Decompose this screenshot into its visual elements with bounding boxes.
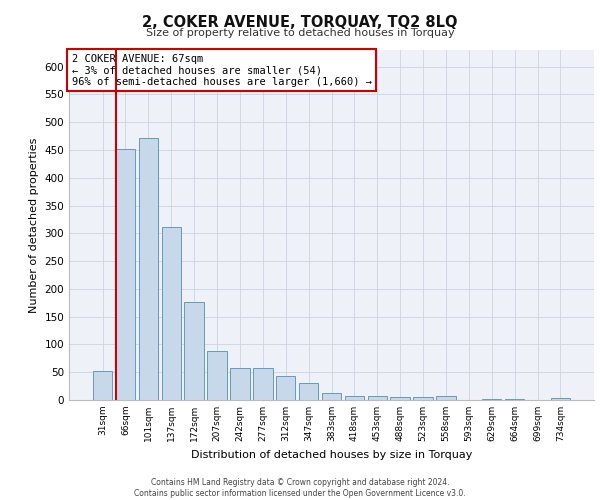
Bar [322, 393, 341, 400]
Bar [276, 376, 295, 400]
Bar [505, 399, 524, 400]
Bar [208, 351, 227, 400]
Bar [161, 227, 181, 400]
Text: 2 COKER AVENUE: 67sqm
← 3% of detached houses are smaller (54)
96% of semi-detac: 2 COKER AVENUE: 67sqm ← 3% of detached h… [71, 54, 371, 86]
Text: Contains HM Land Registry data © Crown copyright and database right 2024.
Contai: Contains HM Land Registry data © Crown c… [134, 478, 466, 498]
Bar [184, 302, 204, 400]
Bar [299, 383, 319, 400]
Text: 2, COKER AVENUE, TORQUAY, TQ2 8LQ: 2, COKER AVENUE, TORQUAY, TQ2 8LQ [142, 15, 458, 30]
Bar [413, 397, 433, 400]
Bar [344, 396, 364, 400]
Bar [368, 396, 387, 400]
Bar [93, 370, 112, 400]
Y-axis label: Number of detached properties: Number of detached properties [29, 138, 39, 312]
Bar [482, 399, 502, 400]
Bar [116, 149, 135, 400]
Bar [139, 138, 158, 400]
Bar [253, 368, 272, 400]
Bar [551, 398, 570, 400]
Bar [391, 397, 410, 400]
X-axis label: Distribution of detached houses by size in Torquay: Distribution of detached houses by size … [191, 450, 472, 460]
Bar [436, 396, 455, 400]
Bar [230, 368, 250, 400]
Text: Size of property relative to detached houses in Torquay: Size of property relative to detached ho… [146, 28, 454, 38]
